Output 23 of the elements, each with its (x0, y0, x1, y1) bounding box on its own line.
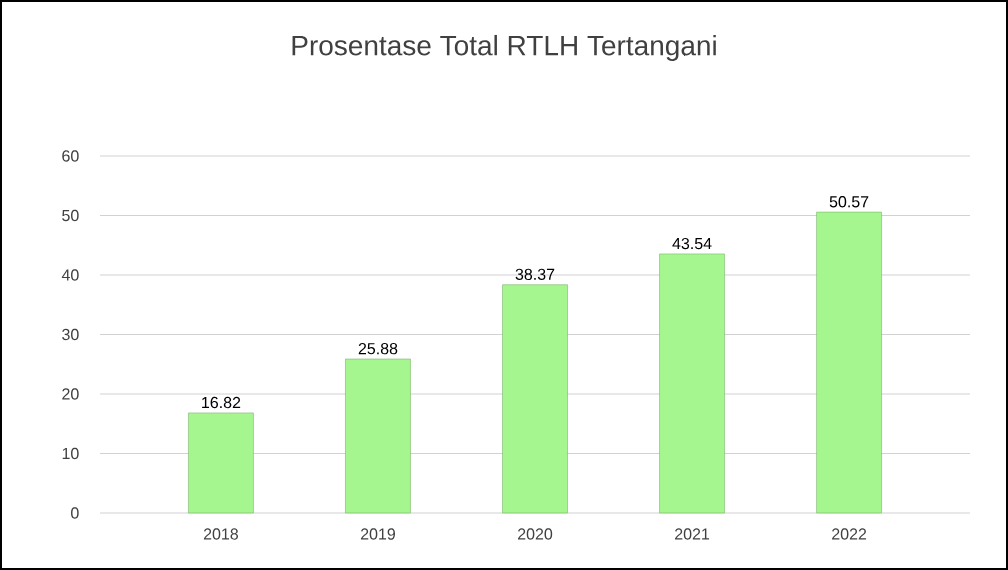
bar (659, 253, 725, 514)
x-tick-label: 2022 (832, 528, 867, 540)
y-tick-label: 50 (62, 209, 79, 222)
x-tick-label: 2018 (203, 528, 239, 540)
data-label: 50.57 (829, 196, 869, 208)
data-label: 25.88 (358, 342, 398, 355)
y-tick-label: 40 (61, 269, 79, 281)
y-tick-label: 30 (62, 328, 79, 341)
y-tick-label: 20 (62, 388, 79, 400)
data-label: 43.54 (672, 237, 712, 250)
data-label: 16.82 (202, 396, 241, 409)
chart-title: Prosentase Total RTLH Tertangani (292, 34, 716, 62)
x-tick-label: 2019 (360, 528, 395, 540)
bar (816, 211, 882, 514)
y-tick-label: 0 (71, 507, 79, 519)
data-label: 38.37 (515, 268, 555, 280)
x-tick-label: 2020 (518, 528, 553, 540)
x-tick-label: 2021 (675, 528, 710, 540)
y-tick-label: 10 (62, 447, 79, 460)
bar (502, 284, 568, 514)
y-tick-label: 60 (62, 150, 79, 162)
bar (345, 358, 411, 514)
bar (188, 412, 254, 514)
